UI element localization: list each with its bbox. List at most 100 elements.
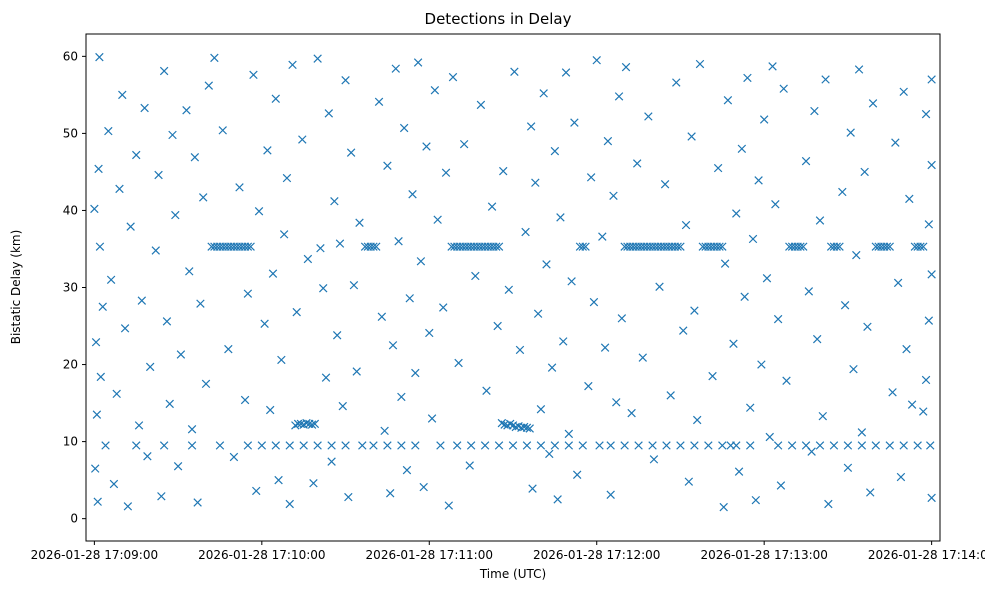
data-point: [584, 381, 593, 391]
data-point: [383, 441, 392, 450]
data-point: [857, 428, 867, 437]
data-point: [298, 135, 307, 144]
data-point: [416, 257, 426, 266]
data-point: [801, 441, 811, 450]
data-point: [494, 441, 504, 450]
data-point: [171, 210, 180, 220]
data-point: [572, 470, 582, 479]
data-point: [448, 72, 458, 82]
data-point: [578, 441, 587, 450]
data-point: [252, 486, 261, 496]
data-point: [564, 441, 574, 450]
data-point: [927, 493, 936, 503]
data-point: [916, 242, 925, 251]
data-point: [265, 405, 275, 415]
data-point: [157, 492, 166, 501]
data-point: [243, 242, 253, 251]
data-point: [927, 75, 936, 84]
data-point: [92, 410, 102, 419]
y-tick-label: 60: [63, 49, 78, 63]
data-point: [201, 379, 211, 389]
data-point: [282, 173, 292, 183]
data-point: [843, 463, 853, 473]
data-point: [385, 489, 395, 498]
data-point: [427, 414, 437, 423]
y-tick-label: 30: [63, 281, 78, 295]
data-point: [173, 462, 183, 471]
data-point: [480, 441, 490, 450]
data-point: [924, 220, 934, 229]
y-tick-label: 20: [63, 358, 78, 372]
data-point: [104, 126, 113, 136]
data-point: [564, 429, 574, 439]
data-point: [109, 479, 119, 489]
data-point: [482, 386, 491, 395]
data-point: [868, 99, 878, 108]
data-point: [804, 287, 814, 296]
data-point: [115, 184, 124, 194]
data-point: [397, 441, 406, 450]
data-point: [606, 490, 615, 499]
data-point: [614, 92, 624, 101]
data-point: [799, 242, 808, 251]
data-point: [243, 441, 253, 450]
data-point: [644, 112, 653, 121]
data-point: [93, 497, 102, 506]
x-axis: 2026-01-28 17:09:00 2026-01-28 17:10:00 20…: [31, 541, 985, 562]
data-point: [723, 96, 733, 105]
x-tick-label: 2026-01-28 17:14:00: [868, 548, 985, 562]
data-point: [559, 337, 568, 346]
data-point: [185, 267, 194, 276]
data-point: [843, 441, 853, 450]
data-point: [690, 306, 699, 315]
data-point: [374, 97, 384, 107]
data-point: [612, 398, 621, 407]
data-point: [787, 441, 797, 450]
data-point: [773, 314, 783, 324]
y-tick-label: 0: [70, 512, 78, 526]
data-point: [327, 441, 336, 450]
data-point: [926, 441, 935, 450]
data-point: [198, 193, 208, 202]
data-point: [740, 292, 749, 301]
data-point: [776, 481, 786, 490]
data-point: [90, 204, 99, 214]
data-point: [745, 441, 755, 450]
data-point: [748, 234, 758, 244]
data-point: [821, 75, 830, 84]
data-point: [757, 360, 766, 369]
data-point: [397, 392, 406, 402]
data-point: [444, 501, 454, 510]
data-point: [522, 423, 532, 432]
data-point: [676, 441, 685, 450]
data-point: [550, 441, 560, 450]
data-point: [919, 242, 928, 251]
data-point: [515, 345, 525, 355]
data-point: [372, 242, 381, 251]
data-point: [666, 391, 675, 400]
data-point: [818, 411, 828, 421]
data-point: [882, 242, 892, 251]
data-point: [504, 285, 514, 295]
data-point: [863, 322, 872, 332]
data-point: [98, 302, 107, 311]
data-point: [536, 441, 546, 450]
data-point: [471, 271, 480, 281]
data-point: [687, 132, 696, 141]
data-point: [90, 464, 100, 473]
data-point: [196, 299, 205, 308]
data-point: [718, 441, 727, 450]
data-point: [810, 106, 819, 116]
data-point: [896, 472, 906, 482]
data-point: [567, 277, 576, 286]
data-point: [394, 237, 403, 246]
data-point: [759, 115, 769, 124]
x-axis-label: Time (UTC): [479, 567, 546, 581]
data-point: [595, 441, 604, 450]
data-point: [902, 344, 911, 354]
data-point: [494, 242, 504, 251]
data-point: [162, 317, 172, 326]
data-point: [332, 331, 342, 340]
data-point: [193, 498, 202, 507]
data-point: [662, 441, 671, 450]
